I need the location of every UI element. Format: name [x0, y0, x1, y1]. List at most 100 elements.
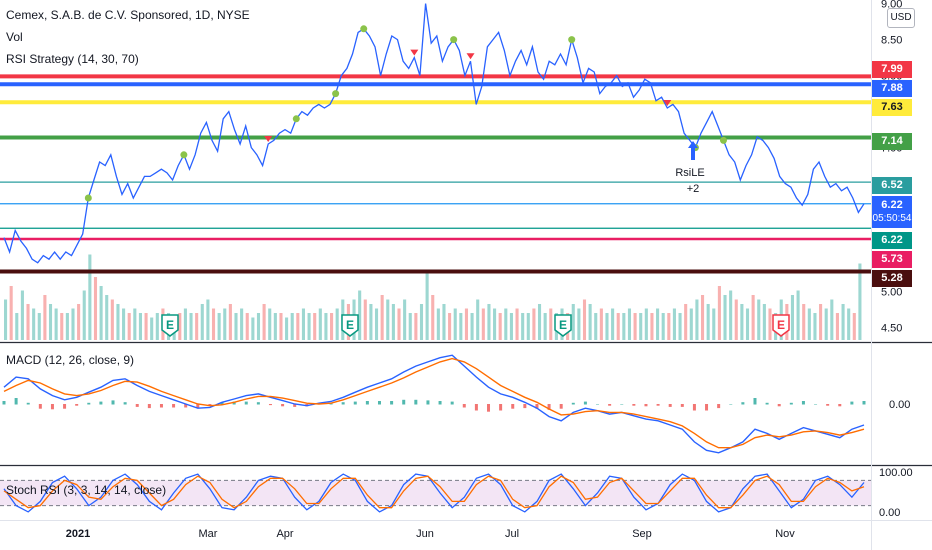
volume-bar [391, 304, 395, 340]
volume-bar [374, 308, 379, 340]
level-tag-5-28: 5.28 [872, 270, 912, 287]
macd-histogram-bar [377, 401, 381, 405]
price-axis-tick: 5.00 [881, 287, 902, 299]
level-tag-7-88: 7.88 [872, 80, 912, 97]
macd-histogram-bar [801, 401, 805, 405]
macd-histogram-bar [596, 404, 600, 405]
entry-marker [719, 136, 727, 144]
volume-bar [448, 313, 452, 340]
macd-histogram-bar [196, 404, 200, 408]
macd-histogram-bar [14, 398, 18, 405]
volume-bar [700, 295, 705, 340]
volume-bar [93, 277, 98, 340]
volume-bar [144, 313, 148, 340]
volume-bar [178, 313, 182, 340]
volume-bar [234, 313, 238, 340]
volume-bar [211, 308, 216, 340]
macd-histogram-bar [232, 401, 236, 405]
macd-histogram-bar [814, 404, 818, 405]
volume-bar [695, 299, 699, 340]
macd-histogram-bar [414, 399, 418, 405]
volume-bar [431, 295, 435, 340]
volume-bar [824, 308, 828, 340]
volume-bar [425, 272, 429, 340]
volume-bar [414, 313, 418, 340]
volume-bar [397, 308, 401, 340]
volume-bar [740, 304, 744, 340]
macd-histogram-bar [499, 404, 503, 411]
macd-histogram-bar [159, 404, 163, 408]
macd-histogram-bar [2, 401, 6, 405]
macd-histogram-bar [523, 404, 527, 409]
macd-histogram-bar [450, 401, 454, 405]
level-tag-6-22: 6.22 [872, 232, 912, 249]
current-price-value: 6.22 [881, 199, 903, 211]
macd-line [3, 354, 865, 454]
macd-legend: MACD (12, 26, close, 9) [6, 353, 135, 367]
macd-histogram-bar [862, 401, 866, 405]
volume-bar [195, 313, 199, 340]
macd-histogram-bar [50, 404, 54, 410]
price-line [3, 3, 865, 264]
volume-bar [813, 313, 817, 340]
earnings-label: E [559, 318, 567, 332]
volume-bar [847, 308, 851, 340]
macd-histogram-bar [487, 404, 491, 412]
volume-bar [268, 308, 272, 340]
macd-histogram-bar [426, 400, 430, 405]
macd-histogram-bar [777, 404, 781, 407]
macd-histogram-bar [535, 404, 539, 409]
entry-marker [332, 90, 340, 98]
volume-bar [729, 290, 733, 340]
volume-bar [723, 295, 727, 340]
volume-bar [611, 308, 615, 340]
volume-bar [138, 313, 142, 340]
currency-button[interactable]: USD [887, 8, 915, 28]
volume-bar [509, 313, 513, 340]
macd-histogram-bar [571, 402, 575, 405]
macd-histogram-bar [63, 404, 67, 409]
macd-histogram-bar [341, 402, 345, 405]
volume-bar [183, 308, 187, 340]
volume-bar [273, 313, 277, 340]
volume-bar [206, 299, 210, 340]
volume-legend: Vol [6, 30, 23, 44]
earnings-marker: E [341, 314, 359, 337]
volume-bar [71, 308, 75, 340]
volume-bar [487, 304, 491, 340]
macd-histogram-bar [293, 404, 297, 407]
volume-bar [768, 308, 772, 340]
volume-bar [324, 313, 328, 340]
volume-bar [290, 313, 294, 340]
volume-bar [54, 308, 58, 340]
volume-bar [48, 304, 53, 340]
earnings-marker: E [161, 314, 179, 337]
volume-bar [60, 313, 64, 340]
volume-bar [453, 308, 457, 340]
macd-histogram-bar [753, 398, 757, 405]
macd-histogram-bar [135, 404, 139, 407]
volume-bar [442, 304, 446, 340]
volume-bar [835, 313, 839, 340]
price-axis-tick: 8.50 [881, 35, 902, 47]
volume-bar [537, 304, 542, 340]
macd-histogram-bar [220, 402, 224, 405]
macd-histogram-bar [620, 404, 624, 405]
volume-bar [672, 308, 676, 340]
volume-bar [380, 295, 384, 340]
volume-bar [712, 308, 716, 340]
volume-bar [644, 308, 648, 340]
volume-bar [678, 313, 682, 340]
volume-bar [363, 299, 367, 340]
volume-bar [122, 308, 126, 340]
level-tag-5-73: 5.73 [872, 251, 912, 268]
signal-qty: +2 [686, 183, 700, 195]
volume-bar [256, 313, 261, 340]
volume-bar [20, 290, 24, 340]
strategy-legend: RSI Strategy (14, 30, 70) [6, 52, 139, 66]
volume-bar [285, 317, 289, 340]
volume-bar [762, 304, 766, 340]
volume-bar [582, 299, 587, 340]
